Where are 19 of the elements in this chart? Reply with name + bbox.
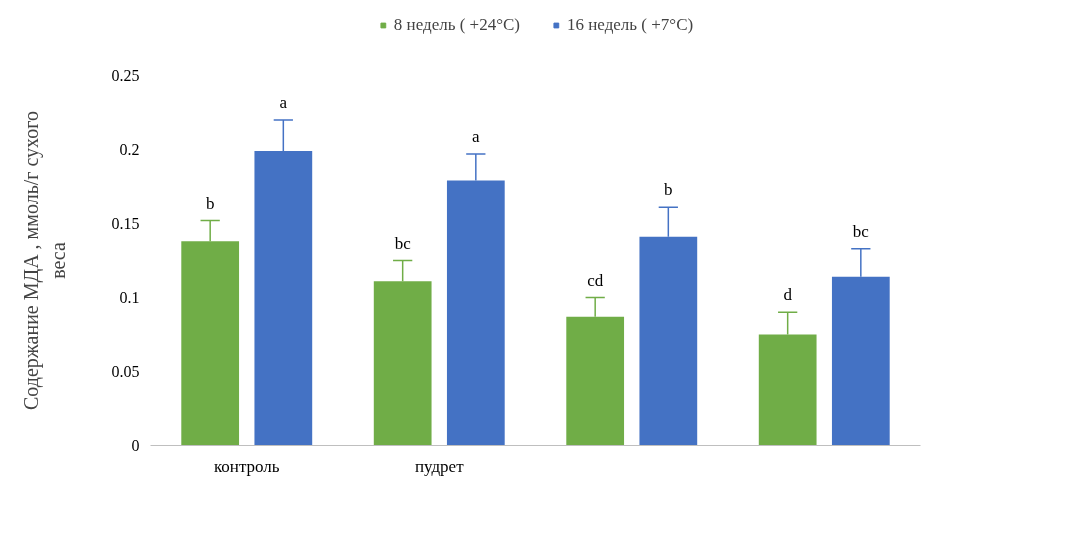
data-label: b (664, 180, 673, 200)
data-label: cd (587, 270, 604, 290)
y-tick-label: 0.2 (119, 141, 140, 158)
data-label: a (472, 126, 481, 146)
data-label: d (783, 285, 793, 305)
data-label: bc (852, 221, 870, 241)
y-tick-label: 0.25 (111, 67, 140, 84)
y-tick-label: 0 (131, 437, 140, 454)
legend-label: 16 недель ( +7°C) (567, 15, 694, 35)
y-tick-label: 0.1 (119, 289, 140, 306)
data-label: a (279, 92, 288, 112)
data-label: bc (394, 233, 412, 253)
x-tick-label: пудрет (414, 456, 465, 476)
y-tick-label: 0.05 (111, 363, 140, 380)
y-tick-label: 0.15 (111, 215, 140, 232)
y-axis-title: Содержание МДА , ммоль/г сухого веса (20, 110, 69, 411)
data-label: b (205, 193, 215, 213)
legend-label: 8 недель ( +24°C) (393, 15, 520, 35)
x-tick-label: контроль (213, 456, 280, 476)
